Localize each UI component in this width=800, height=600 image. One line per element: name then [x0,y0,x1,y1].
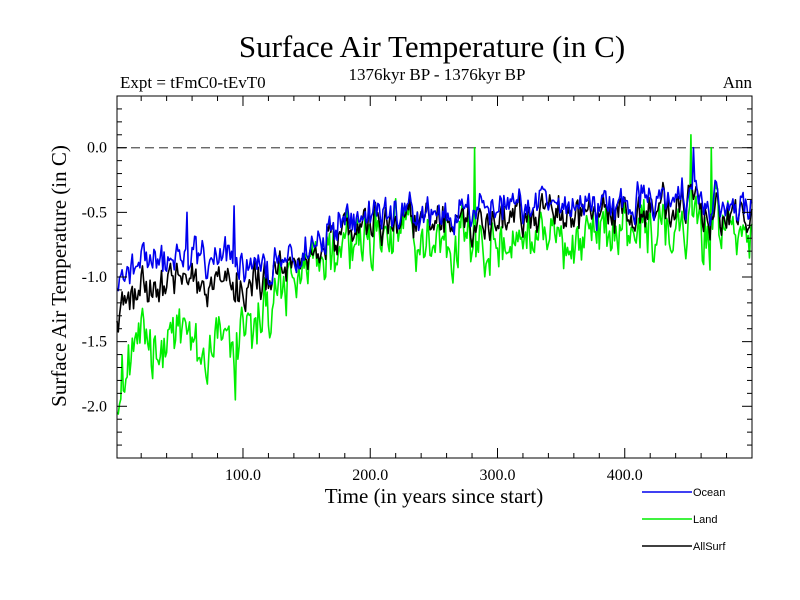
x-tick-label: 300.0 [479,467,515,484]
y-tick-label: 0.0 [87,140,107,157]
y-tick-label: -1.0 [82,269,107,286]
x-tick-label: 100.0 [225,467,261,484]
legend-label-allsurf: AllSurf [693,541,726,553]
x-tick-label: 400.0 [607,467,643,484]
series-line-ocean [116,146,753,292]
experiment-label: Expt = tFmC0-tEvT0 [120,73,266,92]
legend-label-land: Land [693,514,717,526]
x-axis-label: Time (in years since start) [325,484,544,508]
period-label: 1376kyr BP - 1376kyr BP [349,65,526,84]
season-label: Ann [723,73,753,92]
legend-label-ocean: Ocean [693,487,725,499]
plot-frame [116,95,753,459]
x-tick-label: 200.0 [352,467,388,484]
y-tick-label: -1.5 [82,334,107,351]
legend: Ocean Land AllSurf [642,487,726,553]
y-tick-label: -0.5 [82,204,107,221]
y-axis-label: Surface Air Temperature (in C) [47,145,71,407]
series-line-allsurf [116,181,753,333]
y-tick-label: -2.0 [82,398,107,415]
chart-title: Surface Air Temperature (in C) [239,29,625,64]
series-line-land [116,133,753,415]
